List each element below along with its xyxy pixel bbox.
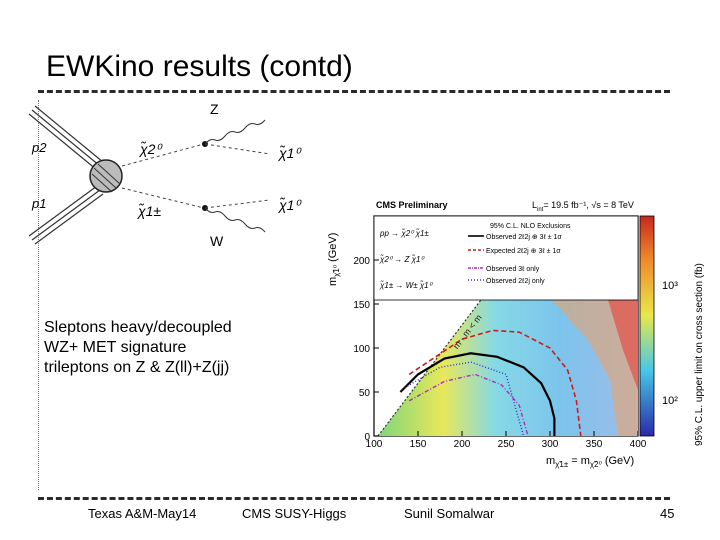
process-label: pp → χ̃2⁰ χ̃1±	[379, 229, 429, 238]
contour-line	[408, 329, 582, 436]
title-divider	[38, 90, 670, 93]
footer-event: Texas A&M-May14	[88, 506, 197, 521]
cms-header: CMS Preliminary	[376, 200, 448, 210]
exclusion-plot: m - m < m 95% C.L. NLO Exclusions Observ…	[327, 200, 705, 469]
x-tick-label: 350	[586, 439, 603, 450]
y-tick-label: 100	[353, 344, 370, 355]
lsp-top-label: χ̃1⁰	[277, 145, 302, 161]
color-scale-bar	[639, 215, 655, 437]
legend-entry: Observed 2ℓ2j only	[486, 278, 545, 285]
x-tick-label: 150	[410, 439, 427, 450]
x-tick-label: 100	[366, 439, 383, 450]
legend-title: 95% C.L. NLO Exclusions	[490, 223, 571, 230]
decay-w-label: χ̃1± → W± χ̃1⁰	[379, 281, 434, 290]
y-axis-label: mχ̃1⁰ (GeV)	[327, 233, 341, 286]
feynman-diagram: p2 p1 χ̃2⁰ χ̃1± Z W χ̃1⁰ χ̃1⁰	[28, 101, 302, 249]
x-axis-label: mχ̃1± = mχ̃2⁰ (GeV)	[546, 455, 634, 469]
y-tick-label: 150	[353, 300, 370, 311]
legend-entry: Observed 3ℓ only	[486, 266, 540, 273]
y-tick-label: 200	[353, 256, 370, 267]
proton-2-label: p2	[31, 140, 47, 155]
legend-box	[373, 215, 639, 301]
bullet-list: Sleptons heavy/decoupled WZ+ MET signatu…	[44, 318, 232, 378]
z-tick-label: 10³	[662, 280, 678, 292]
x-tick-label: 250	[498, 439, 515, 450]
footer-divider	[38, 497, 670, 500]
contour-line	[408, 373, 529, 436]
z-tick-label: 10²	[662, 395, 678, 407]
legend-entry: Observed 2ℓ2j ⊕ 3ℓ ± 1σ	[486, 234, 562, 241]
y-tick-label: 50	[359, 388, 371, 399]
heatmap-fill	[378, 296, 638, 436]
neutralino-2-label: χ̃2⁰	[138, 141, 163, 157]
z-boson-label: Z	[210, 101, 219, 117]
w-boson-label: W	[210, 233, 224, 249]
x-tick-label: 400	[630, 439, 647, 450]
left-margin-line	[38, 100, 39, 490]
footer-topic: CMS SUSY-Higgs	[242, 506, 347, 521]
slide-title: EWKino results (contd)	[46, 50, 353, 83]
bullet-item: Sleptons heavy/decoupled	[44, 319, 232, 336]
z-axis-label: 95% C.L. upper limit on cross section (f…	[694, 263, 705, 446]
contour-line	[399, 352, 556, 436]
bullet-item: trileptons on Z & Z(ll)+Z(jj)	[44, 359, 230, 376]
footer-author: Sunil Somalwar	[404, 506, 495, 521]
contour-line	[404, 361, 525, 436]
decay-z-label: χ̃2⁰ → Z χ̃1⁰	[379, 255, 425, 264]
lsp-bottom-label: χ̃1⁰	[277, 197, 302, 213]
x-tick-label: 300	[542, 439, 559, 450]
page-number: 45	[660, 506, 675, 521]
y-tick-label: 0	[364, 432, 370, 443]
legend-entry: Expected 2ℓ2j ⊕ 3ℓ ± 1σ	[486, 248, 561, 255]
bullet-item: WZ+ MET signature	[44, 339, 187, 356]
x-tick-label: 200	[454, 439, 471, 450]
lumi-label: Lint= 19.5 fb⁻¹, √s = 8 TeV	[532, 200, 634, 213]
proton-1-label: p1	[31, 196, 46, 211]
chargino-label: χ̃1±	[136, 203, 161, 219]
